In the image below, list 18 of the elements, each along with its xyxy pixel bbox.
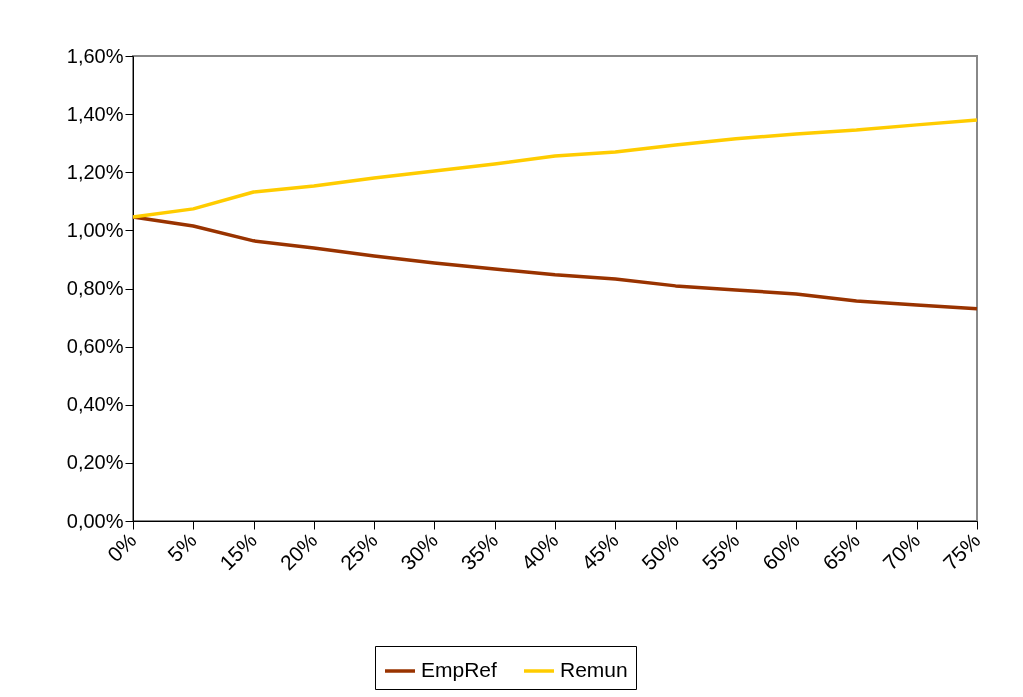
x-tick-label: 60% xyxy=(757,528,804,575)
y-tick-label: 0,60% xyxy=(66,335,124,358)
x-tick-label: 45% xyxy=(576,528,623,575)
legend-label: Remun xyxy=(560,658,628,681)
x-tick-label: 40% xyxy=(516,528,563,575)
legend-label: EmpRef xyxy=(421,658,498,681)
x-tick-label: 75% xyxy=(938,528,985,575)
x-tick-label: 70% xyxy=(878,528,925,575)
y-tick-label: 1,40% xyxy=(66,102,124,125)
y-tick-label: 0,40% xyxy=(66,393,124,416)
line-series xyxy=(131,118,979,219)
y-tick-label: 1,20% xyxy=(66,160,124,183)
x-tick-label: 65% xyxy=(818,528,864,575)
y-tick-label: 1,00% xyxy=(66,218,124,241)
y-tick-label: 0,20% xyxy=(66,451,124,474)
x-tick-label: 5% xyxy=(163,528,201,567)
y-tick-label: 1,60% xyxy=(66,44,124,67)
y-tick-label: 0,80% xyxy=(66,277,124,299)
